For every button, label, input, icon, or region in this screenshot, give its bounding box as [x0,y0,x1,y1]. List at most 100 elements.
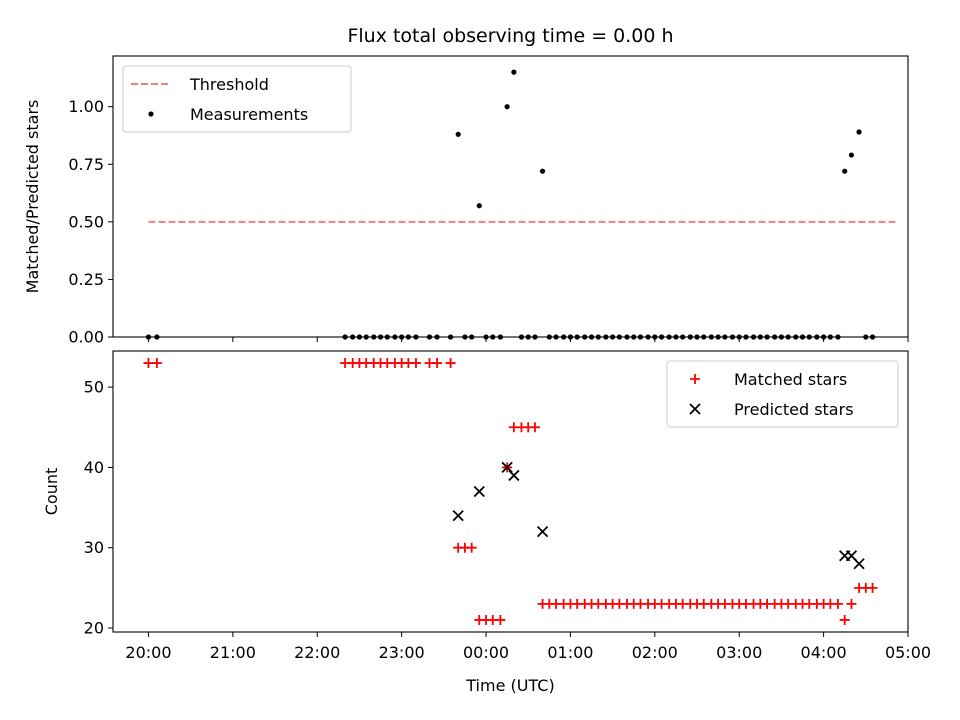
measurement-point [772,334,778,340]
y-tick-label: 30 [84,538,104,557]
legend-label: Predicted stars [734,400,854,419]
measurement-point [469,334,475,340]
measurement-point [814,334,820,340]
predicted-star-point [536,526,549,538]
measurement-point [637,334,644,340]
x-tick-label: 04:00 [801,643,847,662]
matched-star-point [867,582,878,593]
panel-2: 20 30 40 50 20:00 21:00 22:00 23:00 00:00 01:00 02… [42,350,931,662]
measurement-point [504,104,510,110]
matched-star-point [432,358,443,369]
measurement-point [342,334,348,340]
predicted-star-point [473,485,485,498]
measurement-point [680,334,686,340]
y-axis-label-1: Matched/Predicted stars [23,100,42,294]
measurement-point [539,168,546,174]
matched-star-point [445,358,456,369]
measurement-point [525,334,531,340]
x-tick-label: 03:00 [716,643,762,662]
measurement-point [363,334,369,340]
measurement-point [863,334,869,340]
measurement-point [778,334,785,340]
matched-star-point [495,614,506,625]
x-axis-label: Time (UTC) [465,676,554,695]
measurement-point [561,334,567,340]
predicted-star-point [508,469,520,482]
legend-box [122,65,352,133]
measurement-point [553,334,559,340]
predicted-star-point [501,461,513,474]
x-tick-label: 22:00 [294,643,340,662]
predicted-star-point [853,558,865,570]
y-tick-label: 0.00 [68,328,104,347]
y-tick-label: 40 [84,458,104,477]
x-tick-label: 23:00 [379,643,425,662]
measurement-point [405,334,411,340]
legend-label: Matched stars [734,370,847,389]
measurement-point [399,334,405,340]
measurement-point [652,334,658,340]
measurement-point [490,334,496,340]
panel-1: 0.00 0.25 0.50 0.75 1.00 Matched/Predicted st… [23,55,909,347]
measurement-point [447,334,454,340]
measurement-point [743,334,749,340]
matched-star-point [410,358,421,369]
x-tick-label: 00:00 [463,643,509,662]
measurement-point [603,334,609,340]
x-tick-label: 02:00 [632,643,678,662]
matched-star-point [143,358,154,369]
measurement-point [145,334,152,340]
measurement-point [511,69,517,75]
measurement-point [856,129,862,135]
y-tick-label: 20 [84,618,104,637]
measurement-point [848,152,855,158]
measurement-point [799,334,806,340]
measurement-point [371,334,377,340]
legend-label: Threshold [189,75,269,94]
axes-frame-1 [112,55,909,338]
chart-title: Flux total observing time = 0.00 h [347,25,673,47]
x-tick-label: 20:00 [125,643,171,662]
predicted-star-point [452,509,464,522]
measurement-point [666,334,672,340]
measurement-point [736,334,742,340]
measurement-point [624,334,630,340]
legend-predicted-swatch [689,403,701,415]
measurement-point [821,334,827,340]
measurement-point [350,334,356,340]
measurement-point [426,334,433,340]
x-tick-label: 21:00 [210,643,256,662]
measurement-point [827,334,833,340]
matched-star-point [466,542,477,553]
measurement-point [455,131,461,137]
measurement-point [413,334,419,340]
measurement-point [476,203,482,209]
measurement-point [356,334,363,340]
measurement-point [384,334,390,340]
measurement-point [582,334,588,340]
measurement-point [694,334,700,340]
measurement-point [595,334,601,340]
measurement-point [518,334,525,340]
measurement-point [687,334,693,340]
measurement-point [462,334,468,340]
measurement-point [658,334,665,340]
measurement-point [532,334,538,340]
legend-measurement-swatch [148,111,154,117]
measurement-point [497,334,503,340]
measurement-point [842,168,848,174]
y-tick-label: 0.25 [68,270,104,289]
measurement-point [750,334,757,340]
measurement-point [701,334,707,340]
measurement-point [610,334,616,340]
measurement-point [645,334,651,340]
matched-star-point [151,358,162,369]
legend-label: Measurements [190,105,308,124]
matched-star-point [832,598,843,609]
plot-area-1 [145,69,896,340]
measurement-point [835,334,841,340]
y-axis-label-2: Count [42,468,61,516]
axes-frame-2 [112,350,909,633]
measurement-point [757,334,763,340]
